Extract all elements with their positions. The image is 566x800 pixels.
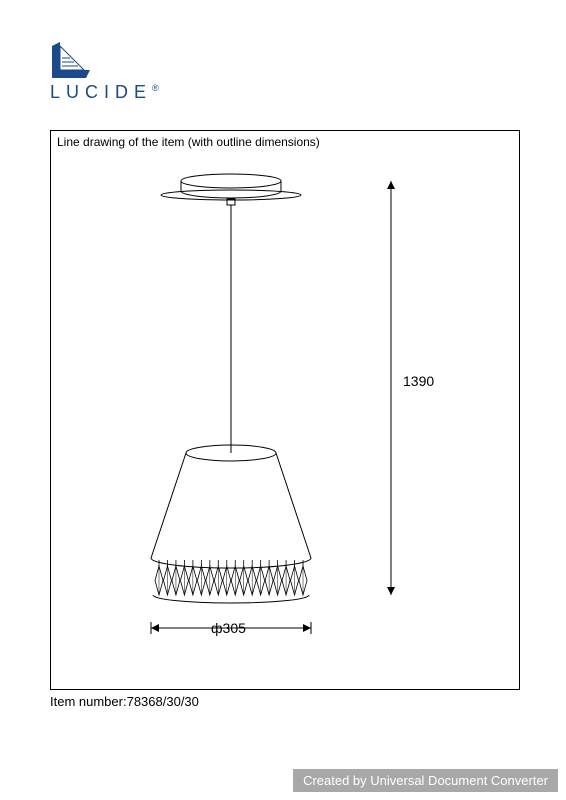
- width-value: 305: [223, 620, 246, 636]
- item-number-value: 78368/30/30: [127, 694, 199, 709]
- drawing-svg: [51, 163, 521, 683]
- footer-watermark: Created by Universal Document Converter: [293, 769, 558, 792]
- brand-name: LUCIDE®: [50, 82, 159, 103]
- frame-title: Line drawing of the item (with outline d…: [57, 135, 320, 149]
- dimension-height-label: 1390: [403, 373, 434, 389]
- item-number-line: Item number:78368/30/30: [50, 694, 199, 709]
- drawing-frame: Line drawing of the item (with outline d…: [50, 130, 520, 690]
- dimension-width-label: ф305: [211, 620, 246, 636]
- brand-registered: ®: [152, 83, 159, 93]
- width-symbol: ф: [211, 620, 223, 636]
- brand-logo-icon: [50, 40, 94, 80]
- brand-name-text: LUCIDE: [50, 82, 152, 102]
- brand-logo-area: LUCIDE®: [50, 40, 159, 103]
- item-number-label: Item number:: [50, 694, 127, 709]
- technical-drawing: 1390 ф305: [51, 163, 519, 683]
